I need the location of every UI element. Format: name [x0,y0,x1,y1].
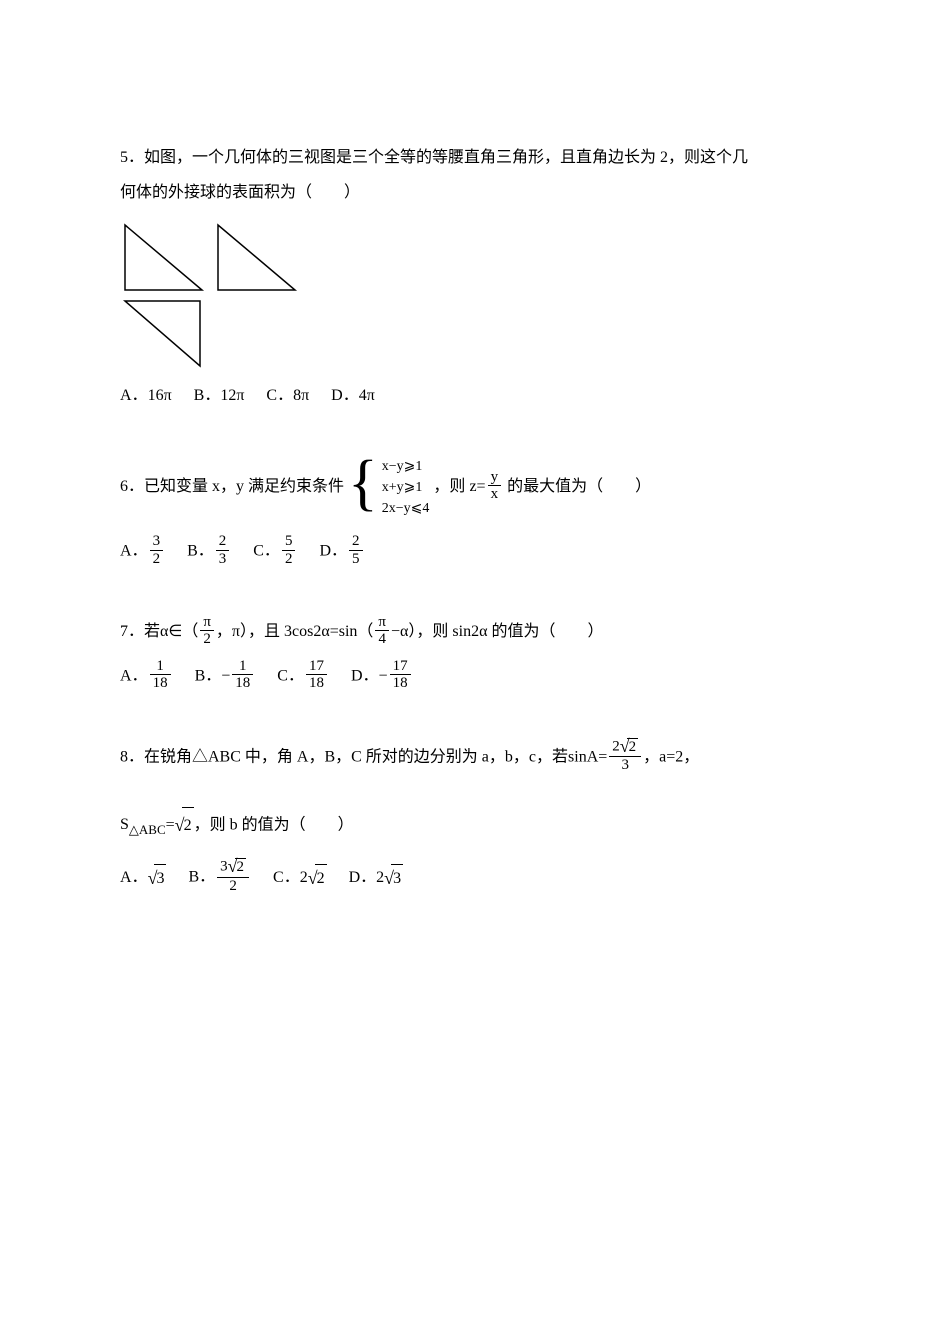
q7-text: 7．若α∈（π2，π），且 3cos2α=sin（π4−α），则 sin2α 的… [120,614,830,649]
sqrt-icon: √3 [384,862,403,895]
q5-option-b: B．12π [194,382,245,411]
q8-sinA-frac: 2√23 [609,737,641,774]
q8-text-1: 8．在锐角△ABC 中，角 A，B，C 所对的边分别为 a，b，c，若sinA=… [120,739,830,776]
question-6: 6．已知变量 x，y 满足约束条件 { x−y⩾1 x+y⩾1 2x−y⩽4 ，… [120,456,830,569]
q6-option-d: D．25 [319,535,364,569]
q8-sinA-label: sinA= [568,748,607,765]
q7-option-b: B．−118 [195,660,256,694]
q6-z-frac: yx [488,469,502,503]
q8-prefix: 8．在锐角△ABC 中，角 A，B，C 所对的边分别为 a，b，c，若 [120,748,568,765]
sqrt-icon: √2 [620,737,638,757]
q8-mid1: ，a=2， [643,748,699,765]
q8-S-eq: = [166,816,175,833]
q7-range-a: π2 [200,614,214,648]
q8-S-sub: △ABC [129,825,166,837]
q5-triangle-row-top [120,222,830,294]
q8-option-b: B．3√22 [188,859,251,896]
q6-c2: x+y⩾1 [382,477,430,498]
q6-constraint-lines: x−y⩾1 x+y⩾1 2x−y⩽4 [382,456,430,519]
q7-angle-b: π4 [375,614,389,648]
q7-options: A．118 B．−118 C．1718 D．−1718 [120,660,830,694]
q6-options: A．32 B．23 C．52 D．25 [120,535,830,569]
q5-option-a: A．16π [120,382,172,411]
sqrt-icon: √2 [175,806,194,846]
q5-options: A．16π B．12π C．8π D．4π [120,382,830,411]
q5-three-views [120,222,830,370]
q5-text-line1: 5．如图，一个几何体的三视图是三个全等的等腰直角三角形，且直角边长为 2，则这个… [120,140,830,175]
q8-option-c: C．2√2 [273,862,327,895]
question-8: 8．在锐角△ABC 中，角 A，B，C 所对的边分别为 a，b，c，若sinA=… [120,739,830,897]
q6-option-a: A．32 [120,535,165,569]
q8-mid2: ，则 b 的值为（ ） [194,816,354,833]
q6-suffix: 的最大值为（ ） [507,478,651,495]
q8-option-d: D．2√3 [349,862,403,895]
q5-triangle-3 [120,298,205,370]
q5-option-c: C．8π [266,382,309,411]
q7-mid2: −α），则 sin2α 的值为（ ） [391,623,603,640]
sqrt-icon: √2 [308,862,327,895]
q8-S: S△ABC [120,807,166,844]
q6-prefix: 6．已知变量 x，y 满足约束条件 [120,478,344,495]
q6-mid: ，则 [433,478,465,495]
q8-options: A．√3 B．3√22 C．2√2 D．2√3 [120,859,830,896]
q8-option-a: A．√3 [120,862,166,895]
q6-option-b: B．23 [187,535,231,569]
q6-constraints: { x−y⩾1 x+y⩾1 2x−y⩽4 [348,456,429,519]
q7-option-c: C．1718 [277,660,329,694]
q5-text: 5．如图，一个几何体的三视图是三个全等的等腰直角三角形，且直角边长为 2，则这个… [120,140,830,210]
q5-triangle-1 [120,222,205,294]
q7-option-a: A．118 [120,660,173,694]
q5-option-d: D．4π [331,382,375,411]
q6-c1: x−y⩾1 [382,456,430,477]
q7-mid1: ，π），且 3cos2α=sin（ [216,623,374,640]
q5-triangle-2 [213,222,298,294]
q8-text-2: S△ABC=√2，则 b 的值为（ ） [120,806,830,846]
q7-prefix: 7．若α∈（ [120,623,198,640]
brace-icon: { [348,456,378,512]
q6-option-c: C．52 [253,535,297,569]
q7-option-d: D．−1718 [351,660,413,694]
q5-triangle-row-bottom [120,298,830,370]
q6-z-label: z= [469,478,485,495]
question-5: 5．如图，一个几何体的三视图是三个全等的等腰直角三角形，且直角边长为 2，则这个… [120,140,830,411]
q6-text: 6．已知变量 x，y 满足约束条件 { x−y⩾1 x+y⩾1 2x−y⩽4 ，… [120,456,830,519]
sqrt-icon: √3 [148,862,167,895]
question-7: 7．若α∈（π2，π），且 3cos2α=sin（π4−α），则 sin2α 的… [120,614,830,693]
sqrt-icon: √2 [228,857,246,877]
q5-text-line2: 何体的外接球的表面积为（ ） [120,175,830,210]
q6-c3: 2x−y⩽4 [382,498,430,519]
